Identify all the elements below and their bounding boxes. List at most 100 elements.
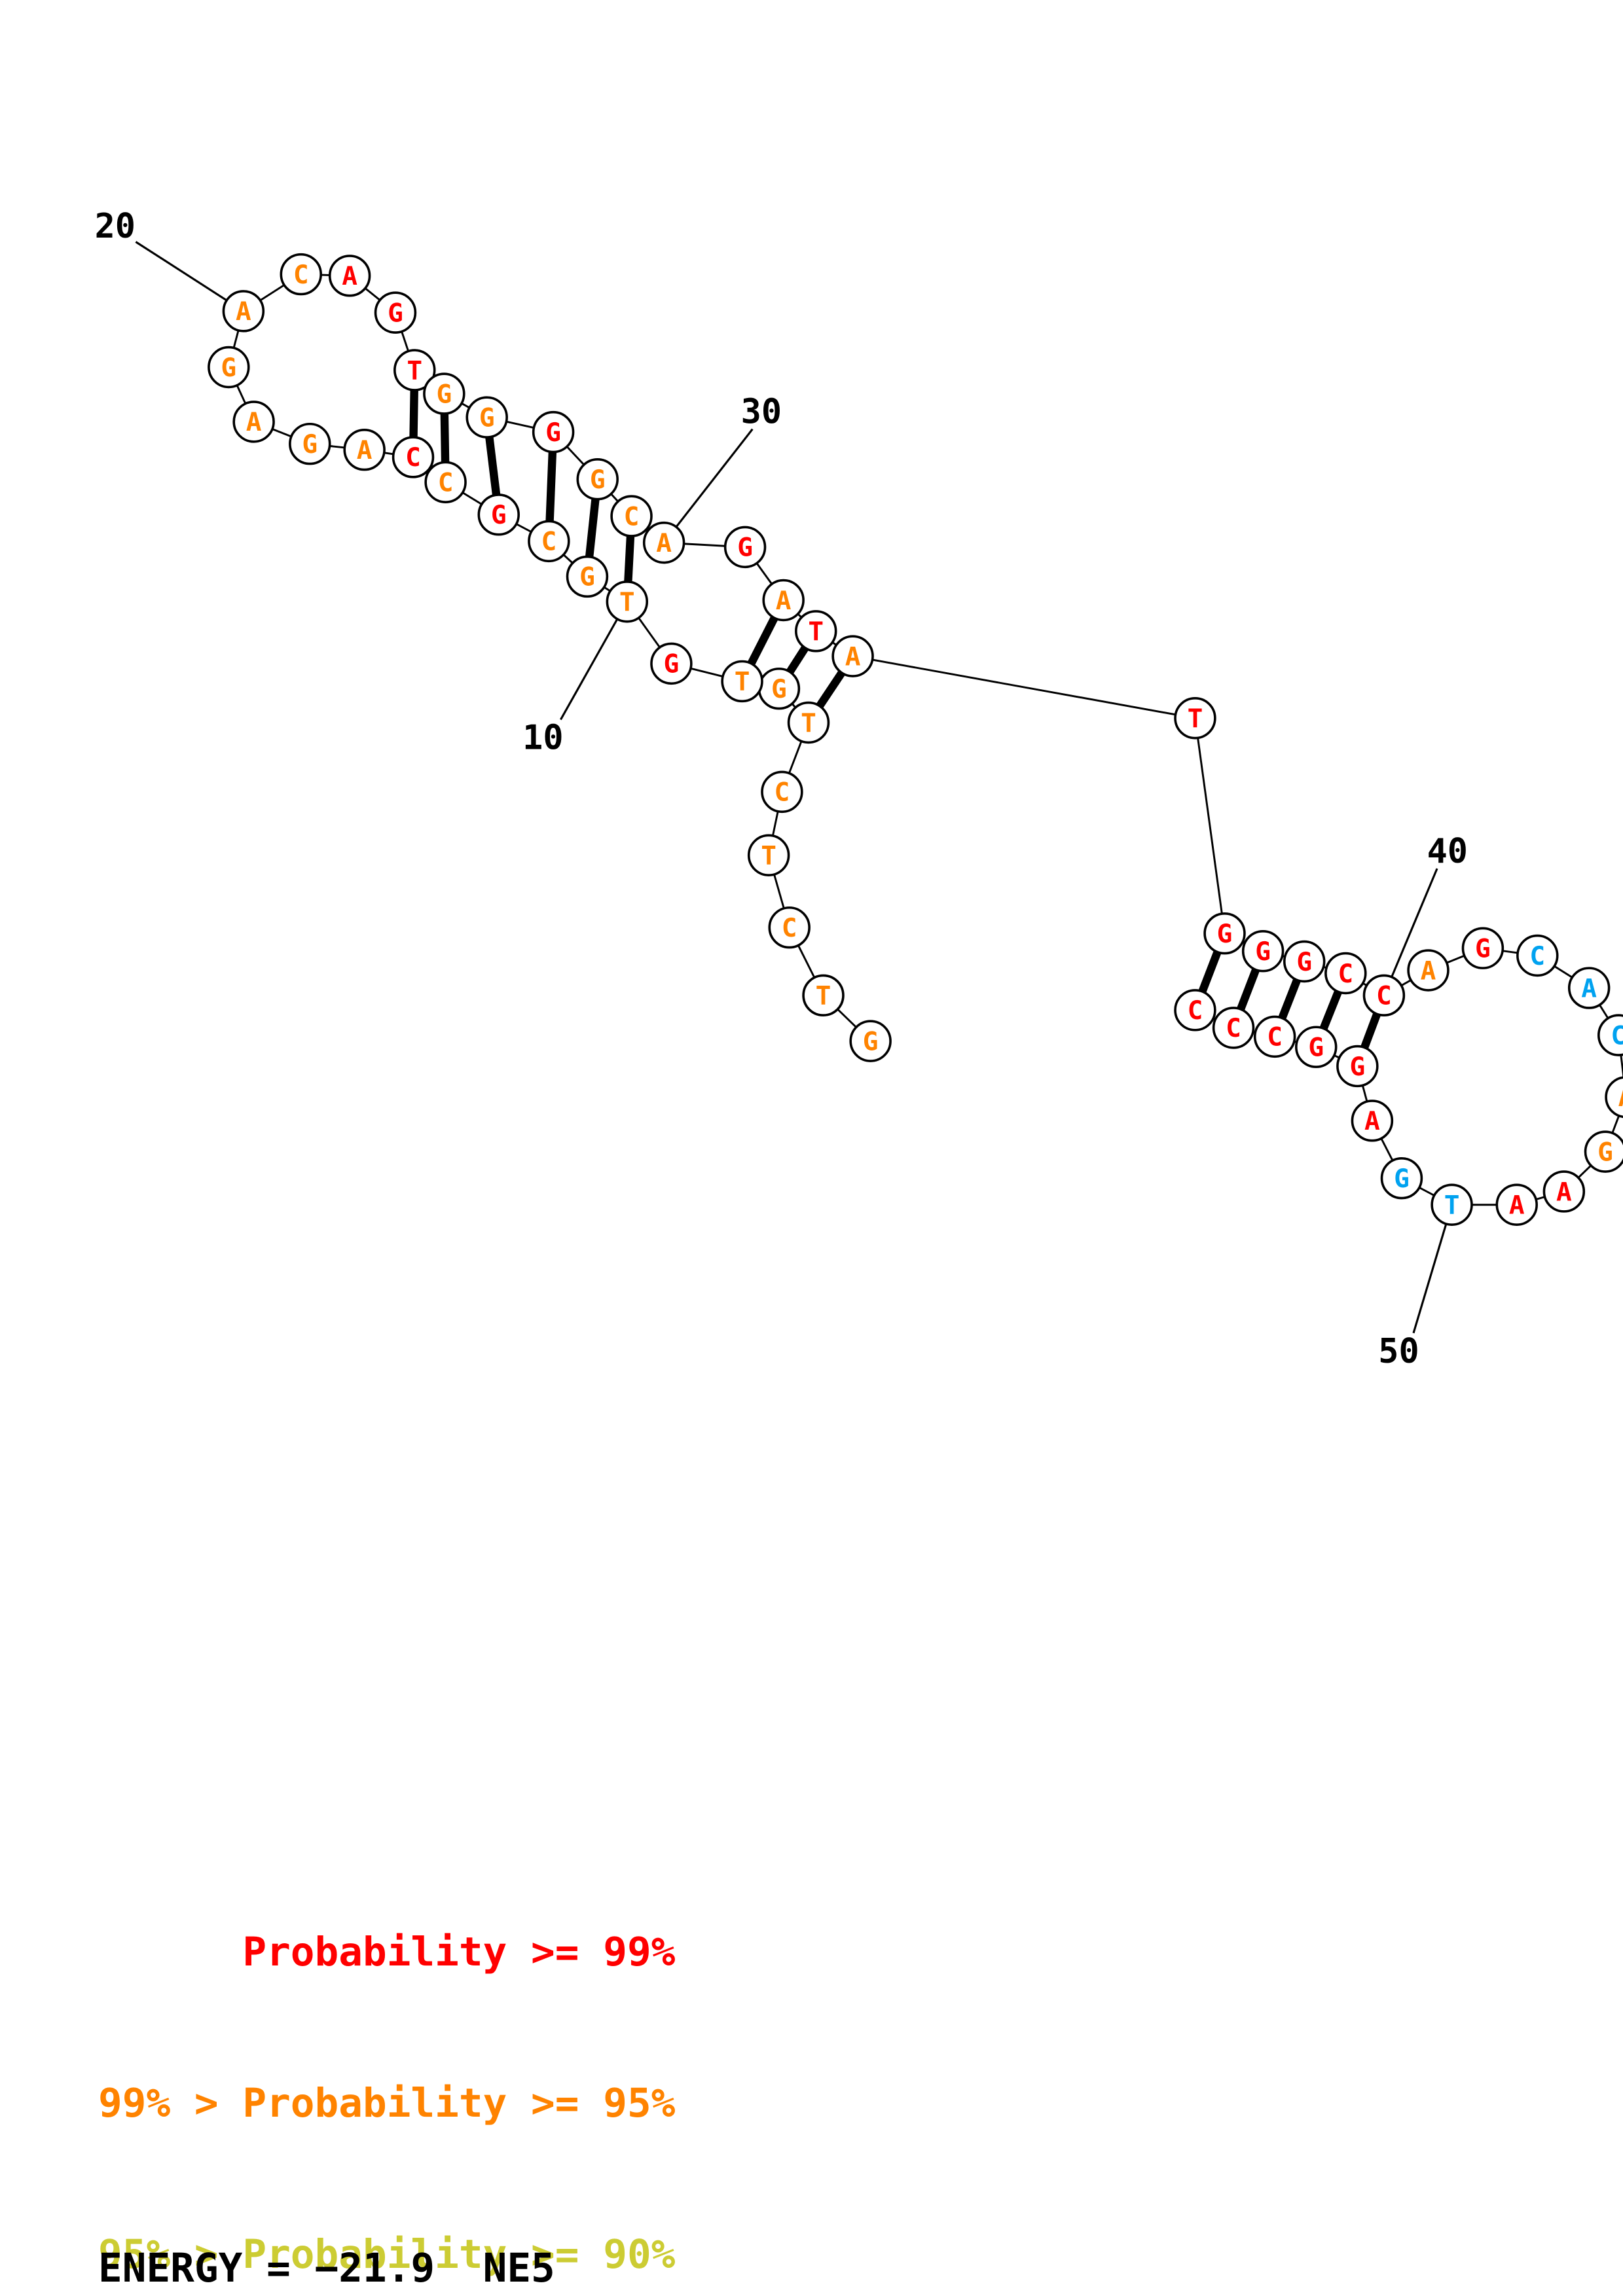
nucleotide-circle: [1567, 967, 1611, 1009]
legend-line: Probability >= 99%: [98, 1929, 676, 1975]
nucleotide-circle: [1212, 1007, 1255, 1049]
nucleotide-letter: T: [808, 617, 824, 647]
nucleotide-letter: G: [579, 562, 595, 592]
position-label: 10: [522, 719, 563, 758]
nucleotide-circle: [802, 974, 845, 1017]
position-label-line: [663, 428, 754, 544]
nucleotide-letter: C: [1267, 1022, 1283, 1052]
nucleotide-circle: [289, 422, 331, 465]
nucleotide-circle: [1516, 934, 1559, 977]
position-label-line: [560, 601, 629, 721]
nucleotide-circle: [1295, 1026, 1338, 1068]
nucleotide-letter: G: [664, 649, 680, 679]
position-label: 40: [1427, 832, 1468, 871]
position-label-line: [135, 241, 244, 312]
nucleotide-circle: [1351, 1100, 1394, 1142]
nucleotide-circle: [768, 906, 811, 949]
nucleotide-circle: [1495, 1183, 1538, 1226]
nucleotide-circle: [1407, 949, 1450, 992]
nucleotide-letter: A: [845, 641, 861, 672]
nucleotide-letter: G: [1349, 1052, 1365, 1082]
nucleotide-circle: [477, 493, 520, 536]
nucleotide-circle: [528, 520, 570, 563]
nucleotide-letter: G: [436, 379, 452, 409]
nucleotide-letter: C: [775, 778, 790, 808]
nucleotide-letter: G: [771, 674, 787, 704]
nucleotide-letter: C: [1529, 941, 1545, 971]
nucleotide-letter: G: [590, 465, 606, 495]
nucleotide-letter: A: [1421, 956, 1436, 986]
nucleotide-letter: C: [541, 527, 556, 557]
nucleotide-circle: [795, 610, 837, 653]
nucleotide-letter: C: [782, 913, 797, 943]
nucleotide-circle: [393, 349, 436, 391]
nucleotide-letter: C: [1338, 959, 1353, 989]
nucleotide-letter: A: [656, 528, 672, 558]
nucleotide-circle: [1253, 1015, 1296, 1058]
nucleotide-letter: A: [1509, 1191, 1525, 1221]
nucleotide-circle: [280, 253, 322, 296]
nucleotide-circle: [1461, 927, 1504, 969]
energy-label: ENERGY = −21.9 NE5: [98, 2245, 555, 2291]
position-label-line: [1383, 868, 1438, 996]
position-label: 50: [1378, 1332, 1419, 1371]
nucleotide-circle: [222, 290, 265, 332]
nucleotide-circle: [610, 495, 653, 537]
nucleotide-letter: C: [405, 442, 421, 473]
nucleotide-letter: A: [776, 586, 792, 616]
nucleotide-circle: [606, 581, 649, 623]
nucleotide-circle: [1174, 989, 1216, 1031]
nucleotide-letter: T: [761, 841, 776, 871]
backbone-segment: [852, 655, 1195, 719]
nucleotide-letter: C: [438, 468, 454, 498]
nucleotide-letter: G: [302, 429, 318, 459]
nucleotide-letter: T: [816, 981, 831, 1011]
nucleotide-letter: C: [1226, 1013, 1241, 1043]
nucleotide-circle: [1283, 940, 1326, 983]
nucleotide-circle: [1362, 974, 1406, 1017]
nucleotide-circle: [650, 642, 693, 685]
nucleotide-letter: T: [407, 355, 422, 386]
legend: Probability >= 99% 99% > Probability >= …: [98, 1826, 675, 2296]
nucleotide-circle: [1431, 1183, 1473, 1226]
nucleotide-circle: [392, 436, 435, 478]
nucleotide-circle: [642, 521, 685, 564]
position-label-line: [1412, 1204, 1453, 1334]
nucleotide-circle: [723, 526, 767, 569]
nucleotide-letter: A: [1556, 1177, 1572, 1207]
nucleotide-circle: [761, 770, 803, 814]
legend-line: 99% > Probability >= 95%: [98, 2080, 676, 2126]
nucleotide-circle: [721, 660, 763, 703]
nucleotide-letter: G: [491, 500, 507, 530]
nucleotide-letter: G: [545, 418, 561, 448]
nucleotide-circle: [576, 458, 619, 501]
nucleotide-letter: G: [737, 533, 753, 563]
nucleotide-circle: [762, 579, 805, 622]
nucleotide-letter: G: [1296, 947, 1312, 977]
nucleotide-circle: [747, 834, 790, 876]
nucleotide-letter: T: [735, 667, 750, 697]
nucleotide-letter: G: [479, 403, 495, 433]
nucleotide-circle: [1605, 1076, 1623, 1119]
nucleotide-letter: T: [619, 587, 635, 617]
nucleotide-circle: [1241, 929, 1285, 973]
nucleotide-circle: [1324, 952, 1367, 995]
nucleotide-circle: [831, 635, 874, 677]
nucleotide-circle: [232, 401, 275, 443]
nucleotide-circle: [1597, 1014, 1623, 1056]
nucleotide-letter: T: [1188, 704, 1203, 734]
nucleotide-circle: [208, 346, 250, 389]
nucleotide-circle: [849, 1020, 892, 1062]
nucleotide-letter: G: [1255, 937, 1271, 967]
nucleotide-circle: [532, 410, 575, 454]
nucleotide-letter: G: [1597, 1137, 1613, 1167]
backbone-segment: [1194, 718, 1226, 934]
nucleotide-letter: C: [624, 501, 640, 531]
nucleotide-circle: [374, 291, 417, 334]
nucleotide-letter: G: [863, 1026, 879, 1056]
nucleotide-letter: A: [357, 435, 373, 465]
nucleotide-circle: [1380, 1157, 1423, 1200]
nucleotide-letter: C: [1188, 996, 1203, 1026]
nucleotide-letter: A: [1581, 973, 1597, 1003]
